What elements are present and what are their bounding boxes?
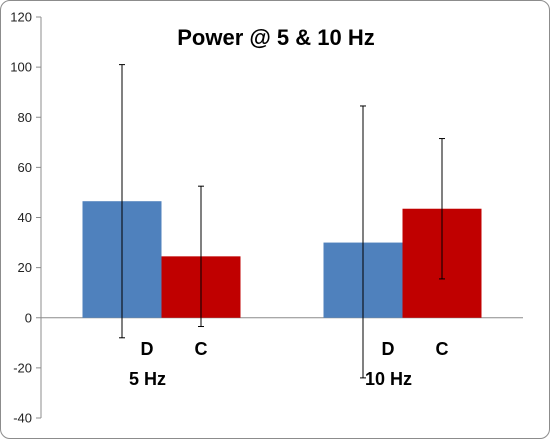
category-label-group: 5 Hz 10 Hz xyxy=(129,369,412,389)
category-label: 10 Hz xyxy=(365,369,412,389)
y-tick-label: -40 xyxy=(13,411,32,426)
y-tick-label: 60 xyxy=(18,160,32,175)
y-axis-ticks: -40 -20 0 20 40 60 80 100 120 xyxy=(10,10,41,426)
category-label: 5 Hz xyxy=(129,369,166,389)
y-tick-label: 100 xyxy=(10,60,32,75)
y-tick-label: 120 xyxy=(10,10,32,25)
y-tick-label: 0 xyxy=(25,310,32,325)
y-tick-label: 40 xyxy=(18,210,32,225)
error-bar-group xyxy=(119,64,445,379)
series-label-d: D xyxy=(382,339,395,359)
y-tick-label: 20 xyxy=(18,260,32,275)
chart-title: Power @ 5 & 10 Hz xyxy=(177,25,375,50)
y-tick-label: 80 xyxy=(18,110,32,125)
series-label-c: C xyxy=(195,339,208,359)
y-tick-label: -20 xyxy=(13,360,32,375)
series-label-d: D xyxy=(141,339,154,359)
bar-group xyxy=(82,201,482,318)
series-label-c: C xyxy=(436,339,449,359)
